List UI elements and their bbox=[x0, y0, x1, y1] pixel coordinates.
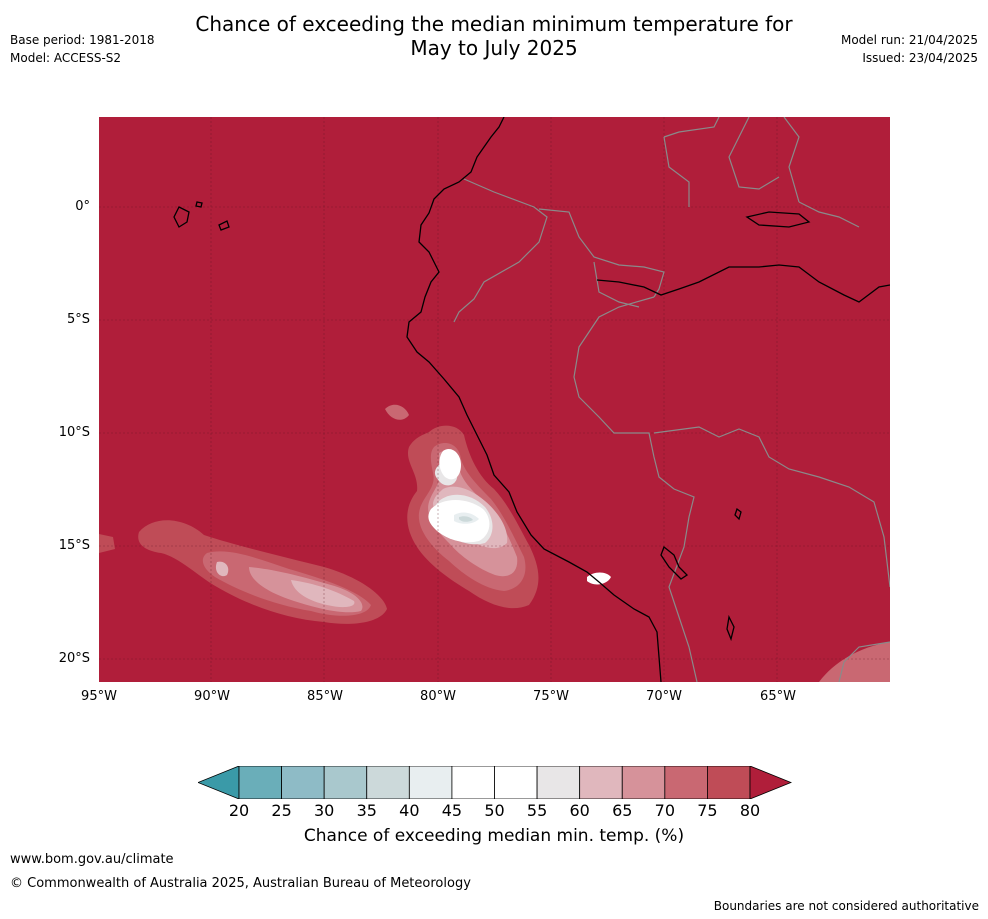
colorbar-segment bbox=[579, 766, 623, 799]
colorbar-segment bbox=[238, 766, 282, 799]
lat-label: 0° bbox=[75, 199, 90, 214]
small-anomaly-patch bbox=[385, 404, 409, 420]
base-period-text: Base period: 1981-2018 bbox=[10, 33, 155, 47]
colorbar-tick-label: 75 bbox=[697, 801, 718, 820]
coastal-anomaly-region bbox=[407, 425, 539, 609]
boundary-note: Boundaries are not considered authoritat… bbox=[713, 899, 979, 913]
lon-label: 95°W bbox=[81, 689, 117, 704]
lon-label: 85°W bbox=[307, 689, 343, 704]
colorbar-segment bbox=[451, 766, 495, 799]
country-borders bbox=[453, 117, 890, 682]
map-title-line2: May to July 2025 bbox=[410, 36, 578, 60]
colorbar-segment bbox=[366, 766, 410, 799]
lat-label: 15°S bbox=[58, 538, 90, 553]
colorbar-tick-label: 35 bbox=[356, 801, 377, 820]
colorbar-segment bbox=[281, 766, 325, 799]
colorbar-tick-label: 70 bbox=[654, 801, 675, 820]
colorbar-tick-label: 20 bbox=[228, 801, 250, 820]
colorbar-segment bbox=[408, 766, 453, 799]
model-run-text: Model run: 21/04/2025 bbox=[840, 33, 978, 47]
lon-label: 65°W bbox=[760, 689, 796, 704]
meta-right: Model run: 21/04/2025 Issued: 23/04/2025 bbox=[841, 31, 978, 67]
colorbar-segment bbox=[536, 766, 581, 799]
colorbar-segment bbox=[323, 766, 368, 799]
lat-label: 20°S bbox=[58, 651, 90, 666]
lon-label: 90°W bbox=[194, 689, 230, 704]
lat-label: 10°S bbox=[58, 425, 90, 440]
coastlines bbox=[173, 117, 890, 682]
colorbar-segment bbox=[494, 766, 538, 799]
colorbar-tick-label: 25 bbox=[271, 801, 292, 820]
map-title: Chance of exceeding the median minimum t… bbox=[0, 12, 988, 60]
copyright-text: © Commonwealth of Australia 2025, Austra… bbox=[10, 876, 471, 891]
colorbar-tick-label: 55 bbox=[526, 801, 548, 820]
colorbar-segment bbox=[707, 766, 751, 799]
colorbar-label: Chance of exceeding median min. temp. (%… bbox=[303, 826, 685, 846]
lon-label: 70°W bbox=[646, 689, 682, 704]
issued-text: Issued: 23/04/2025 bbox=[862, 51, 978, 65]
colorbar-tick-label: 60 bbox=[569, 801, 590, 820]
colorbar-segment bbox=[664, 766, 708, 799]
model-text: Model: ACCESS-S2 bbox=[10, 51, 122, 65]
website-link[interactable]: www.bom.gov.au/climate bbox=[10, 852, 174, 867]
colorbar-tick-label: 50 bbox=[484, 801, 505, 820]
map-title-line1: Chance of exceeding the median minimum t… bbox=[195, 12, 793, 36]
lat-label: 5°S bbox=[66, 312, 90, 327]
southeast-anomaly-patch bbox=[819, 642, 890, 682]
lon-label: 80°W bbox=[420, 689, 456, 704]
colorbar bbox=[198, 766, 792, 799]
colorbar-arrow-low bbox=[198, 766, 240, 799]
inland-white-patch bbox=[587, 572, 611, 585]
colorbar-tick-label: 40 bbox=[399, 801, 420, 820]
colorbar-tick-label: 45 bbox=[441, 801, 463, 820]
colorbar-tick-label: 30 bbox=[313, 801, 335, 820]
colorbar-segment bbox=[621, 766, 666, 799]
meta-left: Base period: 1981-2018 Model: ACCESS-S2 bbox=[10, 31, 155, 67]
colorbar-tick-label: 80 bbox=[739, 801, 761, 820]
lon-label: 75°W bbox=[533, 689, 569, 704]
probability-map bbox=[99, 117, 890, 682]
colorbar-tick-label: 65 bbox=[612, 801, 633, 820]
colorbar-arrow-high bbox=[749, 766, 792, 799]
